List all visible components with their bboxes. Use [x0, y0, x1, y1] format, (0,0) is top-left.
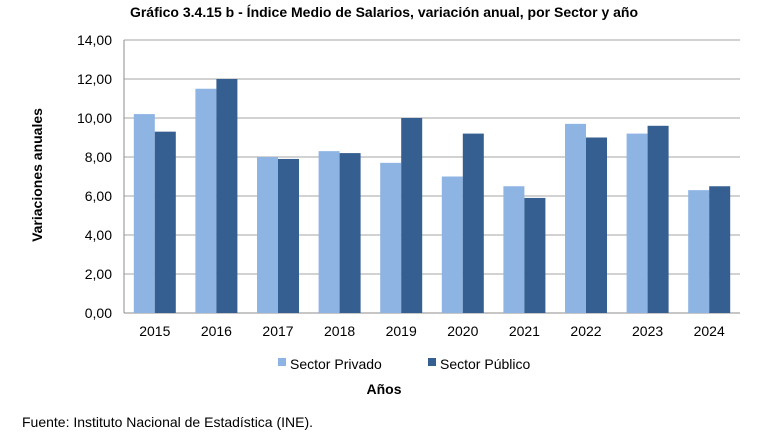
y-axis-title: Variaciones anuales	[29, 108, 45, 242]
bar-publico-2017	[278, 158, 299, 313]
x-tick-label: 2021	[509, 323, 540, 339]
x-tick-label: 2019	[386, 323, 417, 339]
x-tick-label: 2017	[262, 323, 293, 339]
legend: Sector Privado Sector Público	[278, 356, 530, 372]
bar-privado-2019	[380, 162, 402, 313]
legend-label-privado: Sector Privado	[290, 356, 382, 372]
bar-publico-2015	[154, 131, 176, 313]
bar-privado-2017	[257, 157, 278, 313]
bar-privado-2023	[626, 133, 648, 313]
x-tick-label: 2015	[139, 323, 170, 339]
y-tick-label: 8,00	[85, 149, 112, 165]
y-tick-label: 4,00	[85, 227, 112, 243]
y-tick-label: 12,00	[77, 71, 112, 87]
x-tick-label: 2016	[201, 323, 232, 339]
bar-publico-2019	[401, 118, 423, 313]
bar-privado-2024	[688, 190, 710, 313]
y-axis-ticks: 0,00 2,00 4,00 6,00 8,00 10,00 12,00 14,00	[77, 32, 112, 321]
bar-privado-2020	[441, 176, 463, 313]
bars	[133, 79, 731, 313]
legend-swatch-privado	[278, 358, 286, 366]
bar-publico-2016	[216, 79, 238, 313]
bar-privado-2022	[565, 123, 586, 313]
legend-label-publico: Sector Público	[440, 356, 530, 372]
x-tick-label: 2022	[570, 323, 601, 339]
chart-title: Gráfico 3.4.15 b - Índice Medio de Salar…	[130, 4, 638, 20]
chart: Gráfico 3.4.15 b - Índice Medio de Salar…	[29, 4, 740, 397]
bar-publico-2021	[524, 197, 546, 313]
x-axis-title: Años	[367, 381, 402, 397]
source-note: Fuente: Instituto Nacional de Estadístic…	[22, 414, 314, 430]
x-tick-label: 2023	[632, 323, 663, 339]
bar-publico-2022	[586, 137, 607, 313]
bar-publico-2024	[709, 186, 731, 313]
y-tick-label: 10,00	[77, 110, 112, 126]
y-tick-label: 14,00	[77, 32, 112, 48]
x-tick-label: 2018	[324, 323, 355, 339]
bar-publico-2018	[339, 153, 361, 313]
bar-privado-2021	[503, 186, 525, 313]
y-tick-label: 2,00	[85, 266, 112, 282]
bar-privado-2016	[195, 88, 217, 313]
bar-publico-2020	[462, 133, 484, 313]
bar-privado-2015	[133, 114, 155, 313]
y-tick-label: 0,00	[85, 305, 112, 321]
x-axis-ticks: 2015 2016 2017 2018 2019 2020 2021 2022 2023 2024	[139, 323, 725, 339]
y-tick-label: 6,00	[85, 188, 112, 204]
bar-privado-2018	[318, 151, 340, 313]
x-tick-label: 2020	[447, 323, 478, 339]
legend-swatch-publico	[428, 358, 436, 366]
bar-publico-2023	[647, 125, 669, 313]
x-tick-label: 2024	[694, 323, 725, 339]
